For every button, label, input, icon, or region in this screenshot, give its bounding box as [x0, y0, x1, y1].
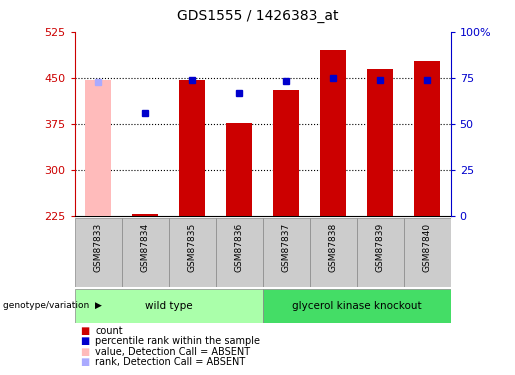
Bar — [404, 217, 451, 287]
Bar — [122, 217, 168, 287]
Text: GDS1555 / 1426383_at: GDS1555 / 1426383_at — [177, 9, 338, 23]
Text: GSM87837: GSM87837 — [282, 223, 290, 272]
Text: rank, Detection Call = ABSENT: rank, Detection Call = ABSENT — [95, 357, 246, 367]
Text: percentile rank within the sample: percentile rank within the sample — [95, 336, 260, 346]
Bar — [263, 289, 451, 322]
Bar — [168, 217, 216, 287]
Bar — [356, 217, 404, 287]
Bar — [310, 217, 356, 287]
Text: ■: ■ — [80, 336, 89, 346]
Bar — [216, 217, 263, 287]
Text: ■: ■ — [80, 347, 89, 357]
Text: GSM87839: GSM87839 — [375, 223, 385, 272]
Bar — [75, 217, 122, 287]
Text: wild type: wild type — [145, 301, 193, 310]
Text: GSM87838: GSM87838 — [329, 223, 338, 272]
Text: GSM87835: GSM87835 — [187, 223, 197, 272]
Text: GSM87833: GSM87833 — [94, 223, 102, 272]
Text: glycerol kinase knockout: glycerol kinase knockout — [292, 301, 421, 310]
Text: GSM87836: GSM87836 — [235, 223, 244, 272]
Text: GSM87840: GSM87840 — [423, 223, 432, 272]
Bar — [320, 50, 346, 216]
Bar — [75, 289, 263, 322]
Bar — [226, 123, 252, 216]
Bar — [414, 61, 440, 216]
Bar — [273, 90, 299, 216]
Text: ■: ■ — [80, 357, 89, 367]
Bar — [132, 214, 158, 216]
Text: GSM87834: GSM87834 — [141, 223, 150, 272]
Text: genotype/variation  ▶: genotype/variation ▶ — [3, 301, 101, 310]
Text: value, Detection Call = ABSENT: value, Detection Call = ABSENT — [95, 347, 250, 357]
Text: ■: ■ — [80, 326, 89, 336]
Text: count: count — [95, 326, 123, 336]
Bar — [179, 80, 205, 216]
Bar — [263, 217, 310, 287]
Bar — [367, 69, 393, 216]
Bar — [85, 80, 111, 216]
